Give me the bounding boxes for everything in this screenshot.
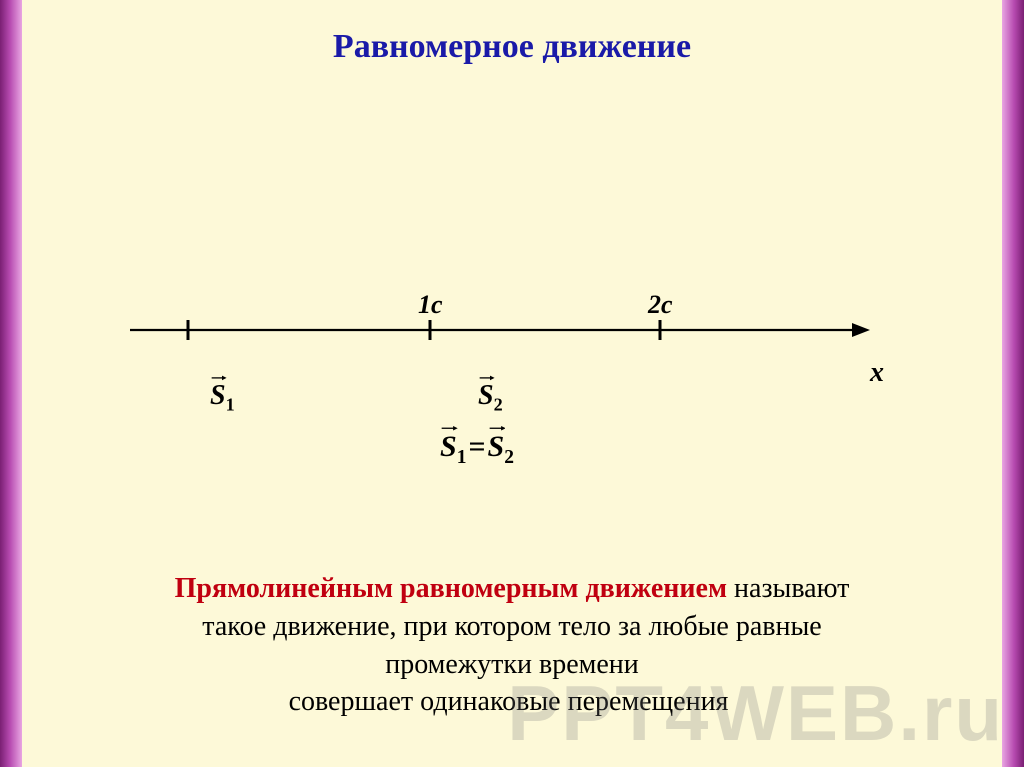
equation: S1=S2: [440, 430, 514, 469]
page-title: Равномерное движение: [0, 28, 1024, 66]
tick-label-2: 2с: [648, 290, 673, 320]
displacement-label-2: S2: [478, 380, 503, 416]
axis-variable-label: x: [870, 357, 884, 389]
slide: Равномерное движение 1с 2с S1 S2 x S1=S2 П…: [0, 0, 1024, 767]
displacement-label-1: S1: [210, 380, 235, 416]
definition-text: Прямолинейным равномерным движением назы…: [0, 570, 1024, 721]
tick-label-1: 1с: [418, 290, 443, 320]
